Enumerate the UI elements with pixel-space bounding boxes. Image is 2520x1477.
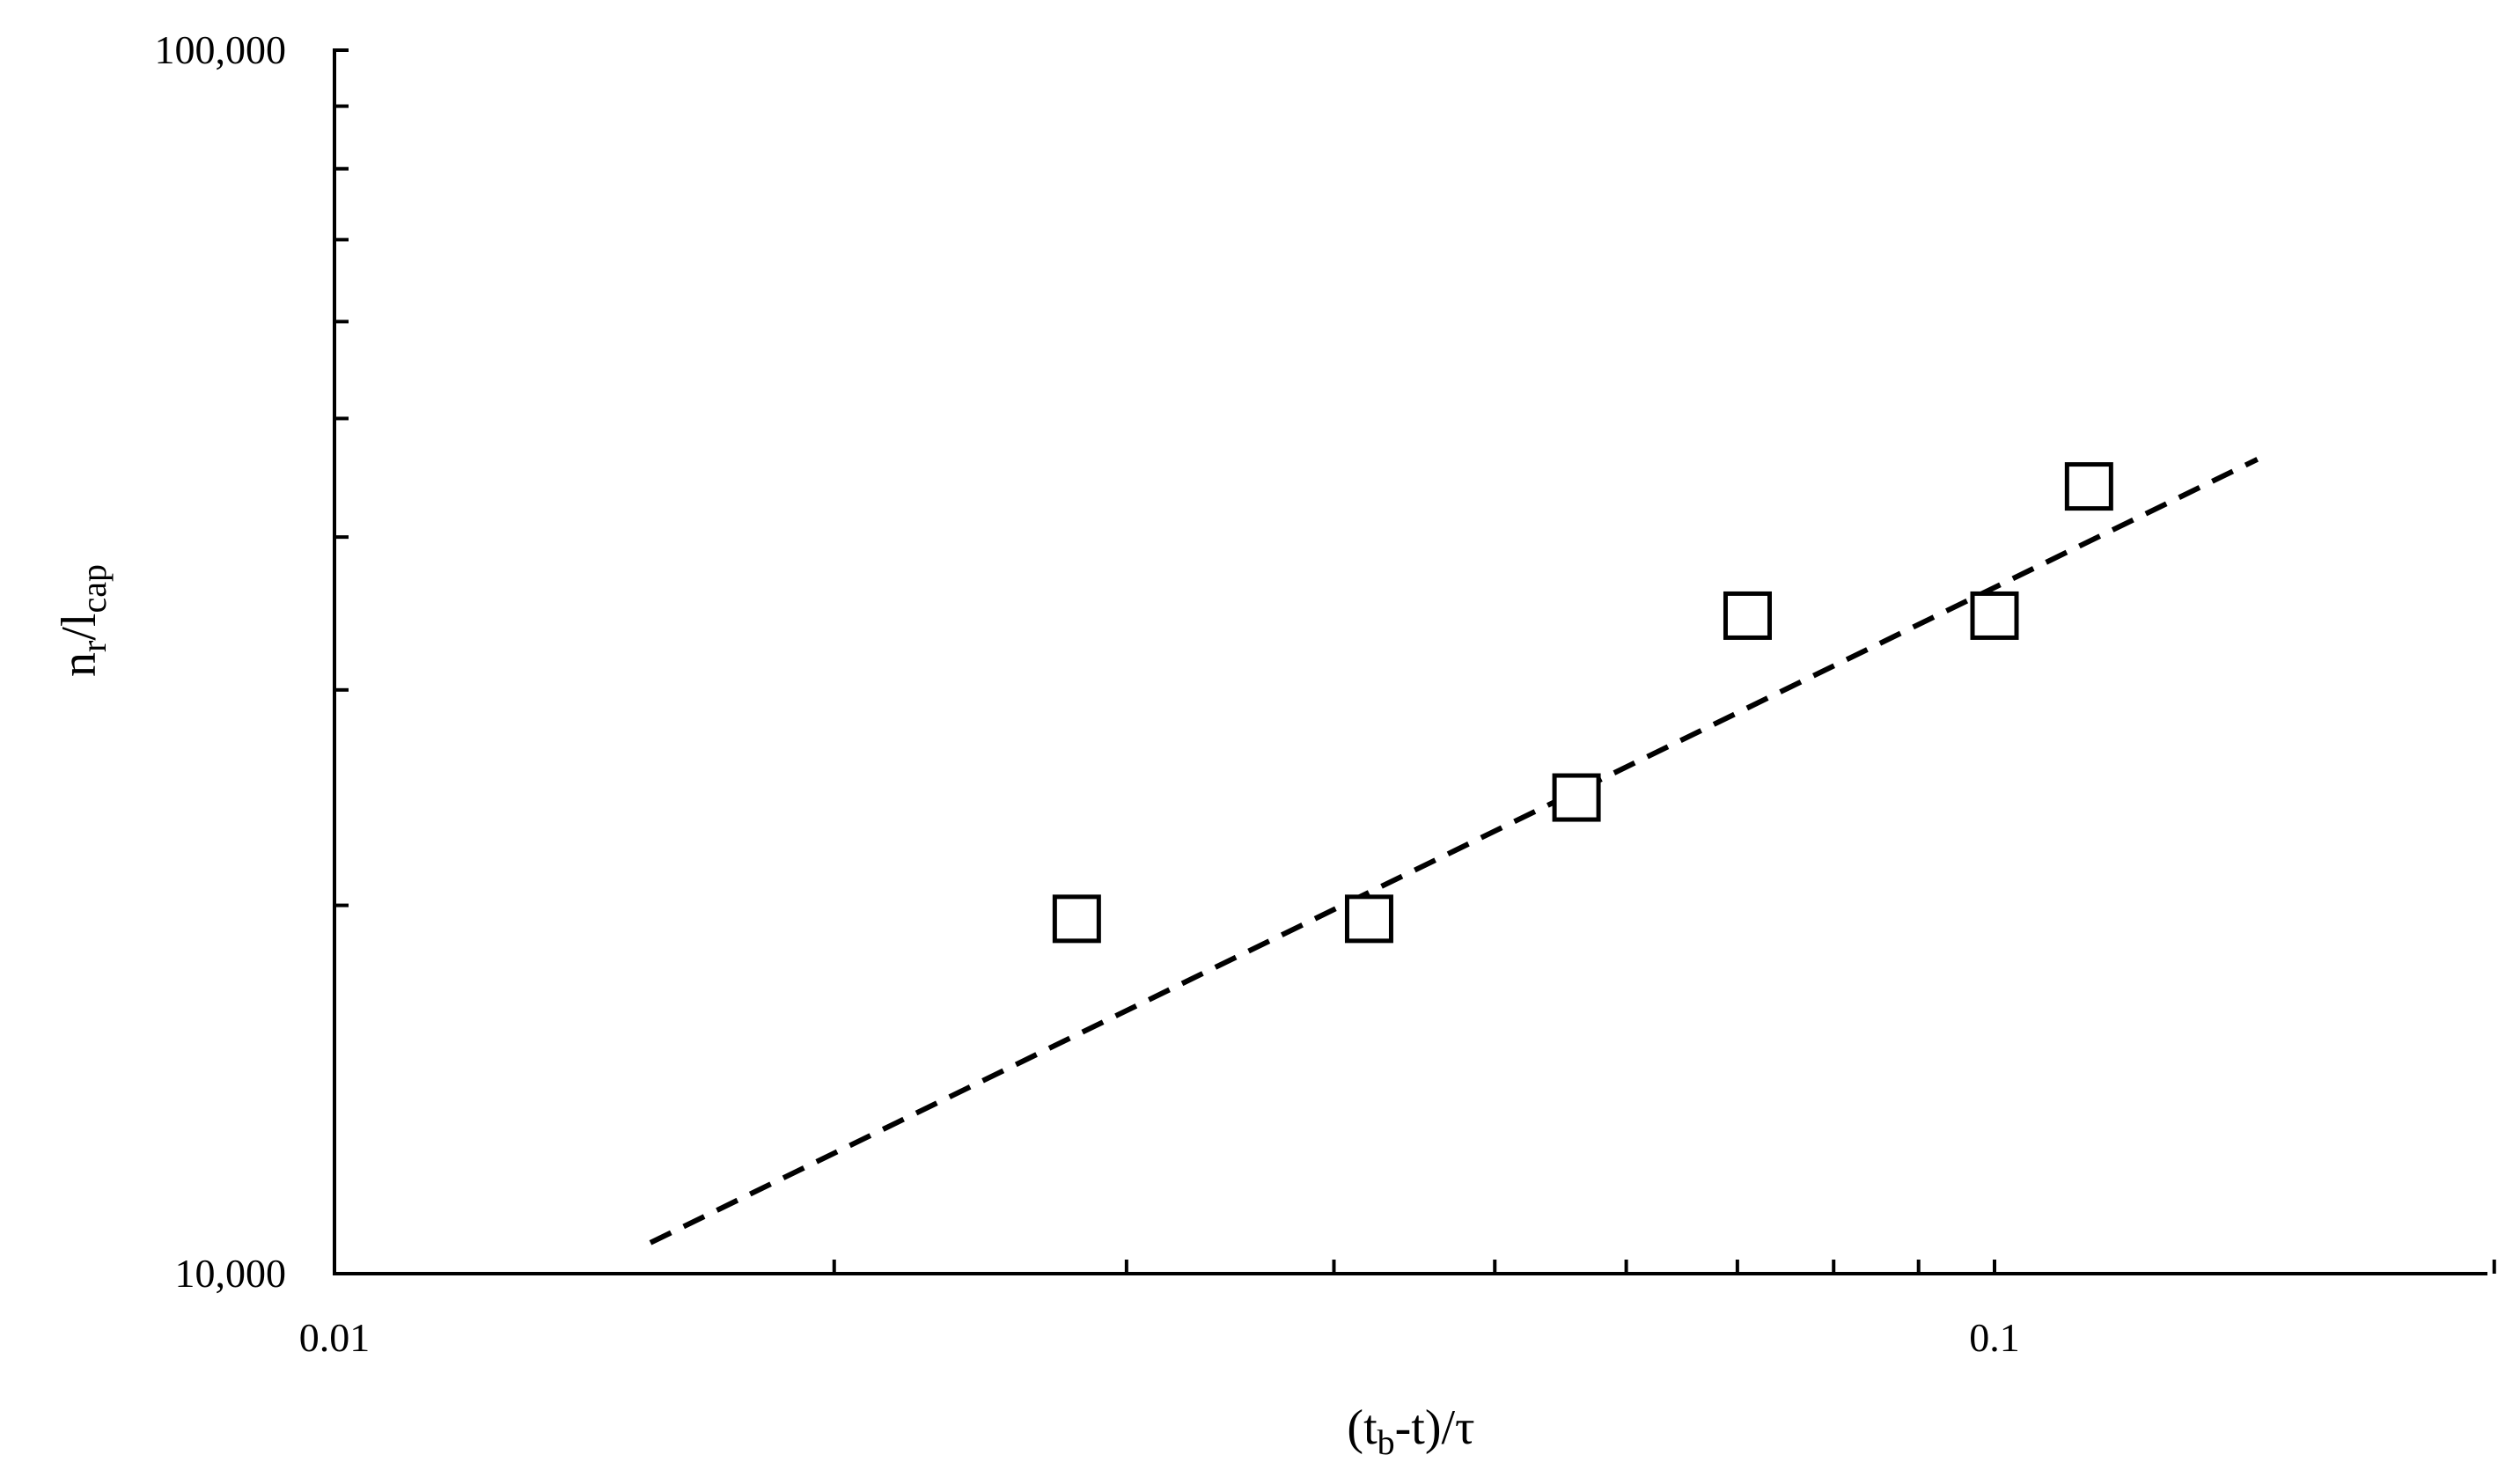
x-tick-label: 0.01 — [299, 1315, 371, 1360]
y-axis-title-mid: /l — [52, 614, 107, 641]
trend-line — [649, 457, 2259, 1246]
x-axis-title: (tb-t)/τ — [1347, 1400, 1474, 1462]
data-point-square — [1970, 591, 2019, 640]
data-point-square — [1052, 894, 1101, 944]
data-point-square — [1344, 894, 1393, 944]
y-axis-title: nr/lcap — [52, 564, 114, 677]
x-tick-label: 0.1 — [1969, 1315, 2020, 1360]
y-axis-title-sub2: cap — [74, 564, 114, 614]
plot-area: 10,000 100,000 0.01 0.1 — [155, 27, 2496, 1360]
x-axis-title-rest: -t)/τ — [1395, 1400, 1475, 1455]
y-tick-label: 10,000 — [175, 1251, 287, 1296]
y-ticks: 10,000 100,000 — [155, 27, 349, 1296]
x-ticks: 0.01 0.1 — [299, 1260, 2496, 1360]
x-axis-title-sub: b — [1378, 1422, 1395, 1462]
data-markers — [1052, 462, 2113, 944]
y-tick-label: 100,000 — [155, 27, 287, 72]
data-point-square — [1723, 591, 1772, 640]
y-axis-title-main: n — [52, 652, 107, 677]
data-point-square — [1552, 773, 1601, 822]
trend-line-group — [649, 457, 2259, 1246]
data-point-square — [2064, 462, 2113, 511]
y-axis-title-sub: r — [74, 641, 114, 652]
x-axis-title-main: (t — [1347, 1400, 1378, 1455]
